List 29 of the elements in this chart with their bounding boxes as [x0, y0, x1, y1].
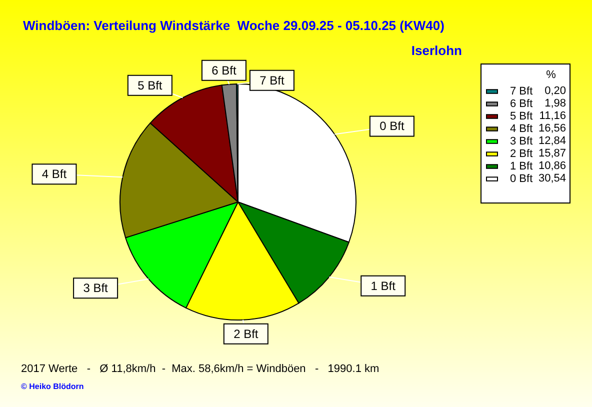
legend-label: 4 Bft: [510, 123, 533, 135]
data-label: 10,86: [538, 160, 566, 172]
chart-subtitle: Iserlohn: [411, 43, 462, 58]
data-label: 30,54: [538, 172, 566, 184]
legend-label: 1 Bft: [510, 160, 533, 172]
slice-label: 4 Bft: [42, 167, 68, 182]
slice-label: 6 Bft: [212, 63, 237, 78]
slice-label: 5 Bft: [138, 78, 163, 92]
slice-label: 3 Bft: [83, 281, 109, 296]
text: 2017 Werte - Ø 11,8km/h - Max. 58,6km/h = Windböen - 1990.1 km: [21, 363, 380, 375]
legend-label: 7 Bft: [510, 86, 533, 98]
legend-label: 5 Bft: [510, 110, 533, 122]
data-label: 12,84: [538, 135, 566, 147]
data-label: 15,87: [538, 148, 566, 160]
legend-label: 2 Bft: [510, 148, 533, 160]
legend-title: %: [546, 69, 556, 81]
slice-label: 1 Bft: [370, 278, 396, 293]
data-label: 1,98: [544, 98, 566, 110]
data-label: 11,16: [539, 110, 566, 122]
legend-label: 0 Bft: [510, 173, 533, 185]
data-label: 16,56: [538, 122, 566, 134]
legend-label: 6 Bft: [510, 98, 533, 110]
legend-label: 3 Bft: [510, 136, 533, 148]
slice-label: 7 Bft: [260, 73, 285, 88]
data-label: 0,20: [544, 85, 566, 97]
slice-label: 0 Bft: [380, 119, 405, 134]
slice-label: 2 Bft: [234, 326, 259, 341]
text: © Heiko Blödorn: [21, 382, 84, 391]
chart-title: Windböen: Verteilung Windstärke Woche 29.09.25 - 05.10.25 (KW40): [23, 18, 444, 33]
